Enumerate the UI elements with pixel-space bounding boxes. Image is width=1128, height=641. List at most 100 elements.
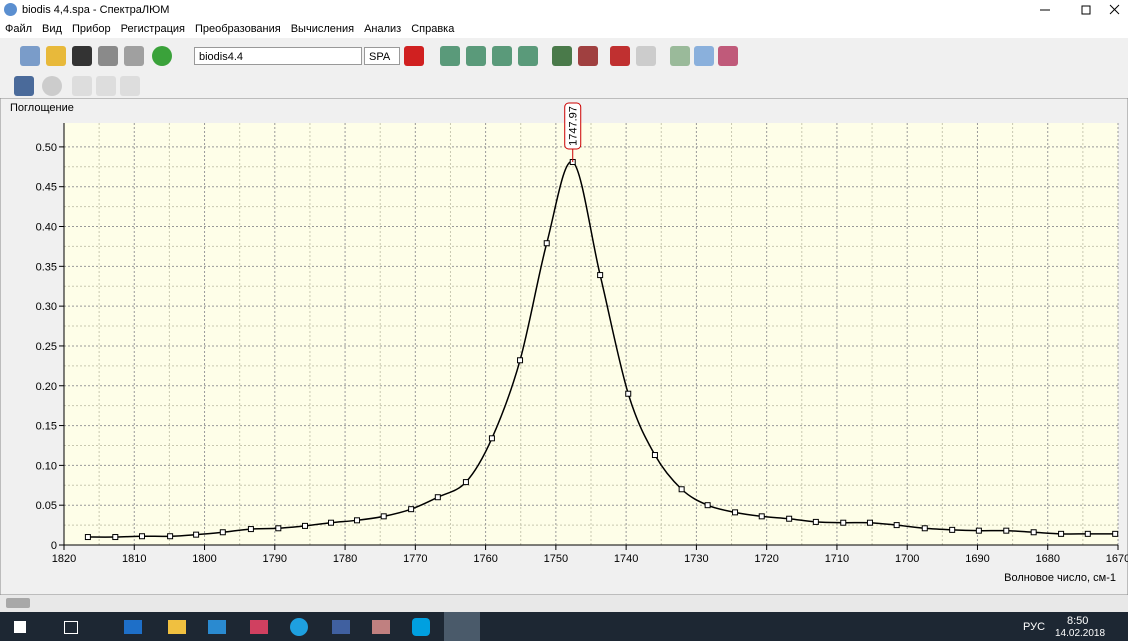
taskbar-app[interactable]	[372, 620, 390, 634]
tool-icon[interactable]	[578, 46, 598, 66]
tool-icon[interactable]	[466, 46, 486, 66]
data-point	[652, 453, 657, 458]
menu-item[interactable]: Вычисления	[291, 23, 354, 35]
window-controls[interactable]	[1020, 0, 1128, 20]
taskbar-app[interactable]	[124, 620, 142, 634]
tool-icon[interactable]	[492, 46, 512, 66]
y-tick-label: 0	[51, 540, 57, 552]
data-point	[113, 535, 118, 540]
data-point	[518, 358, 523, 363]
y-tick-label: 0.30	[36, 301, 57, 313]
tool-icon[interactable]	[46, 46, 66, 66]
data-point	[409, 507, 414, 512]
menu-item[interactable]: Регистрация	[121, 23, 185, 35]
x-axis-label: Волновое число, см-1	[1004, 572, 1116, 584]
tool-icon[interactable]	[124, 46, 144, 66]
clock-time: 8:50	[1067, 615, 1088, 627]
data-point	[355, 518, 360, 523]
tool-icon[interactable]	[636, 46, 656, 66]
taskbar-app[interactable]	[208, 620, 226, 634]
data-point	[626, 391, 631, 396]
y-tick-label: 0.20	[36, 381, 57, 393]
menu-item[interactable]: Прибор	[72, 23, 111, 35]
x-tick-label: 1720	[754, 553, 778, 565]
taskbar-app[interactable]	[332, 620, 350, 634]
x-tick-label: 1780	[333, 553, 357, 565]
tool-icon[interactable]	[72, 46, 92, 66]
data-point	[85, 535, 90, 540]
y-tick-label: 0.05	[36, 500, 57, 512]
menu-item[interactable]: Анализ	[364, 23, 401, 35]
data-point	[759, 514, 764, 519]
tool-icon[interactable]	[42, 76, 62, 96]
x-tick-label: 1800	[192, 553, 216, 565]
tool-icon[interactable]	[518, 46, 538, 66]
menu-item[interactable]: Файл	[5, 23, 32, 35]
data-point	[1004, 528, 1009, 533]
tool-icon[interactable]	[440, 46, 460, 66]
data-point	[976, 528, 981, 533]
data-point	[435, 495, 440, 500]
menu-item[interactable]: Преобразования	[195, 23, 281, 35]
data-point	[894, 523, 899, 528]
x-tick-label: 1790	[263, 553, 287, 565]
data-point	[787, 516, 792, 521]
y-axis-label: Поглощение	[10, 102, 74, 114]
x-tick-label: 1810	[122, 553, 146, 565]
window-title: biodis 4,4.spa - СпектраЛЮМ	[22, 4, 169, 16]
data-point	[329, 520, 334, 525]
data-point	[276, 526, 281, 531]
data-point	[705, 503, 710, 508]
tool-icon[interactable]	[610, 46, 630, 66]
y-tick-label: 0.40	[36, 222, 57, 234]
data-point	[194, 532, 199, 537]
data-point	[381, 514, 386, 519]
scrollbar[interactable]	[0, 595, 1128, 612]
tool-icon[interactable]	[670, 46, 690, 66]
tool-icon[interactable]	[404, 46, 424, 66]
taskbar-app[interactable]	[290, 618, 308, 636]
data-point	[168, 534, 173, 539]
language[interactable]: РУС	[1023, 621, 1045, 633]
data-point	[1031, 530, 1036, 535]
tool-icon[interactable]	[20, 46, 40, 66]
taskbar-app[interactable]	[250, 620, 268, 634]
tool-icon[interactable]	[552, 46, 572, 66]
annotation: 1747.97	[568, 106, 580, 146]
x-tick-label: 1770	[403, 553, 427, 565]
scroll-thumb[interactable]	[6, 598, 30, 608]
y-tick-label: 0.45	[36, 182, 57, 194]
menu-item[interactable]: Справка	[411, 23, 454, 35]
taskbar-app[interactable]	[412, 618, 430, 636]
format-combo[interactable]: SPA	[364, 47, 400, 65]
tool-icon[interactable]	[96, 76, 116, 96]
menu-item[interactable]: Вид	[42, 23, 62, 35]
tool-icon[interactable]	[72, 76, 92, 96]
page: biodis 4,4.spa - СпектраЛЮМ Файл Вид Прибо…	[0, 0, 1128, 641]
data-point	[303, 523, 308, 528]
tool-icon[interactable]	[718, 46, 738, 66]
taskbar-app[interactable]	[168, 620, 186, 634]
data-point	[679, 487, 684, 492]
tool-icon[interactable]	[14, 76, 34, 96]
tool-icon[interactable]	[694, 46, 714, 66]
x-tick-label: 1760	[473, 553, 497, 565]
start-button[interactable]	[14, 621, 26, 633]
data-point	[950, 527, 955, 532]
taskbar-app-active[interactable]	[444, 612, 480, 641]
tool-icon[interactable]	[98, 46, 118, 66]
task-view[interactable]	[64, 621, 78, 634]
x-tick-label: 1710	[825, 553, 849, 565]
y-tick-label: 0.25	[36, 341, 57, 353]
x-tick-label: 1680	[1035, 553, 1059, 565]
menu-bar: Файл Вид Прибор Регистрация Преобразования Вы…	[0, 20, 1128, 38]
file-combo[interactable]: biodis4.4	[194, 47, 362, 65]
y-tick-label: 0.35	[36, 261, 57, 273]
data-point	[248, 527, 253, 532]
chart: Поглощение Волновое число, см-1 18201810…	[0, 98, 1128, 595]
plot-area	[64, 123, 1118, 545]
tool-icon[interactable]	[152, 46, 172, 66]
x-tick-label: 1700	[895, 553, 919, 565]
tool-icon[interactable]	[120, 76, 140, 96]
toolbar: biodis4.4 SPA	[0, 38, 1128, 98]
